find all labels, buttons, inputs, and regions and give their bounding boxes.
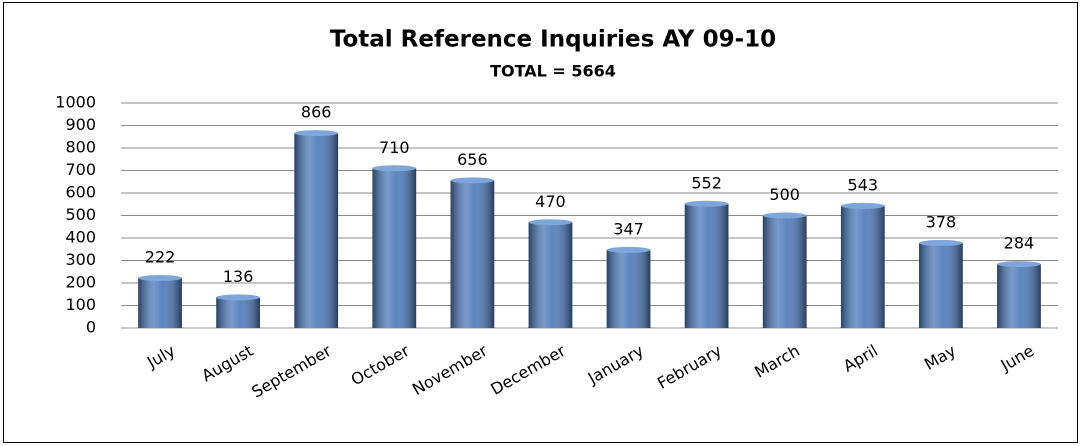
bar-shade bbox=[450, 180, 495, 328]
bar-cap bbox=[997, 261, 1041, 268]
bar bbox=[919, 239, 963, 328]
bar-cap bbox=[294, 130, 339, 137]
bar bbox=[372, 165, 417, 328]
y-tick-label: 600 bbox=[65, 183, 96, 202]
bar bbox=[606, 246, 651, 328]
y-tick-label: 500 bbox=[65, 205, 96, 224]
bar bbox=[528, 219, 573, 328]
bar-cap bbox=[606, 246, 651, 253]
bar bbox=[294, 130, 339, 328]
bar-cap bbox=[216, 294, 260, 301]
bar-cap bbox=[840, 202, 885, 209]
bar-cap bbox=[528, 219, 573, 226]
data-label: 656 bbox=[457, 150, 488, 169]
data-label: 284 bbox=[1004, 234, 1035, 253]
y-tick-label: 0 bbox=[86, 318, 96, 337]
y-tick-label: 1000 bbox=[55, 93, 96, 112]
bar bbox=[216, 294, 260, 328]
chart-subtitle: TOTAL = 5664 bbox=[490, 62, 616, 81]
y-tick-label: 400 bbox=[65, 228, 96, 247]
bar bbox=[138, 275, 182, 328]
data-label: 222 bbox=[145, 248, 176, 267]
bar-shade bbox=[372, 168, 417, 328]
data-label: 378 bbox=[926, 212, 957, 231]
y-tick-label: 800 bbox=[65, 138, 96, 157]
y-tick-label: 300 bbox=[65, 250, 96, 269]
bar bbox=[684, 200, 729, 328]
bar-cap bbox=[372, 165, 417, 172]
y-tick-label: 900 bbox=[65, 115, 96, 134]
data-label: 136 bbox=[223, 267, 254, 286]
bar-cap bbox=[762, 212, 807, 219]
bar-shade bbox=[762, 215, 807, 328]
data-label: 552 bbox=[691, 173, 722, 192]
bar-shade bbox=[997, 264, 1041, 328]
data-label: 470 bbox=[535, 192, 566, 211]
bar bbox=[762, 212, 807, 328]
y-tick-label: 700 bbox=[65, 160, 96, 179]
bar-shade bbox=[919, 242, 963, 328]
bar bbox=[997, 261, 1041, 328]
bar-shade bbox=[684, 203, 729, 328]
bar-shade bbox=[294, 133, 339, 328]
bar-cap bbox=[450, 177, 495, 184]
bar-shade bbox=[138, 278, 182, 328]
bar-cap bbox=[684, 200, 729, 207]
bar-shade bbox=[216, 297, 260, 328]
y-tick-label: 200 bbox=[65, 273, 96, 292]
bar-cap bbox=[138, 275, 182, 282]
data-label: 347 bbox=[613, 219, 644, 238]
bar bbox=[450, 177, 495, 328]
bar-shade bbox=[528, 222, 573, 328]
data-label: 543 bbox=[848, 175, 879, 194]
y-tick-label: 100 bbox=[65, 295, 96, 314]
bar bbox=[840, 202, 885, 328]
data-label: 866 bbox=[301, 103, 332, 122]
data-label: 500 bbox=[769, 185, 800, 204]
chart-title: Total Reference Inquiries AY 09-10 bbox=[330, 27, 776, 53]
bar-shade bbox=[840, 205, 885, 328]
data-label: 710 bbox=[379, 138, 410, 157]
bar-shade bbox=[606, 249, 651, 328]
bar-cap bbox=[919, 239, 963, 246]
